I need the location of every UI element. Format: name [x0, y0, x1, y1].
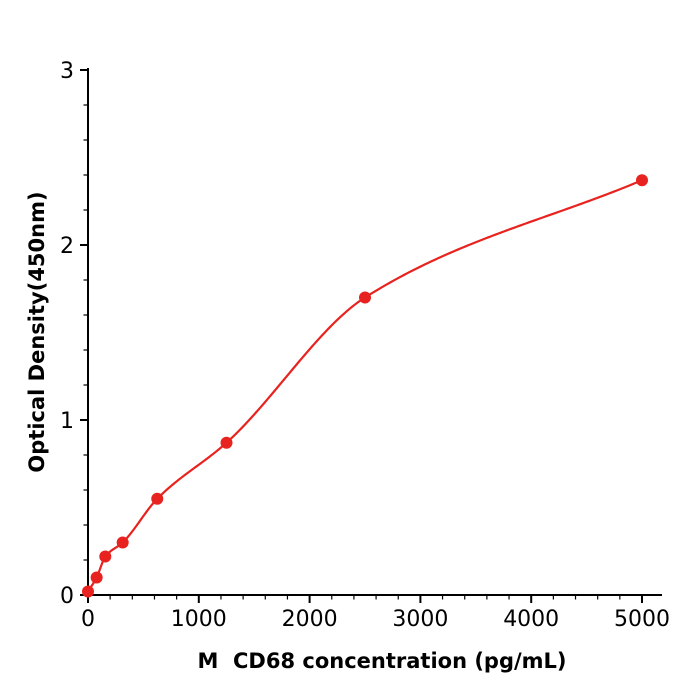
data-point: [99, 550, 112, 563]
y-tick-label: 0: [60, 584, 74, 609]
y-tick-label: 1: [60, 409, 74, 434]
x-tick-label: 2000: [282, 607, 338, 632]
x-tick-label: 4000: [503, 607, 559, 632]
axes-layer: [87, 68, 662, 596]
data-point: [90, 571, 103, 584]
data-point: [82, 585, 94, 598]
x-axis-label: M CD68 concentration (pg/mL): [197, 649, 566, 673]
data-point: [151, 492, 164, 505]
series-layer: [82, 174, 648, 598]
x-tick-label: 0: [81, 607, 95, 632]
ticks-layer: [80, 69, 643, 603]
tick-labels-layer: 0 1000 2000 3000 4000 5000 0 1 2 3: [60, 59, 670, 632]
y-tick-label: 2: [60, 234, 74, 259]
data-point: [220, 436, 233, 449]
x-tick-label: 1000: [171, 607, 227, 632]
y-axis-label: Optical Density(450nm): [25, 191, 49, 472]
fit-curve: [86, 179, 644, 593]
data-point: [116, 536, 129, 549]
y-tick-label: 3: [60, 59, 74, 84]
data-point: [636, 174, 648, 187]
x-tick-label: 3000: [392, 607, 448, 632]
data-point: [359, 291, 371, 304]
x-tick-label: 5000: [614, 607, 670, 632]
